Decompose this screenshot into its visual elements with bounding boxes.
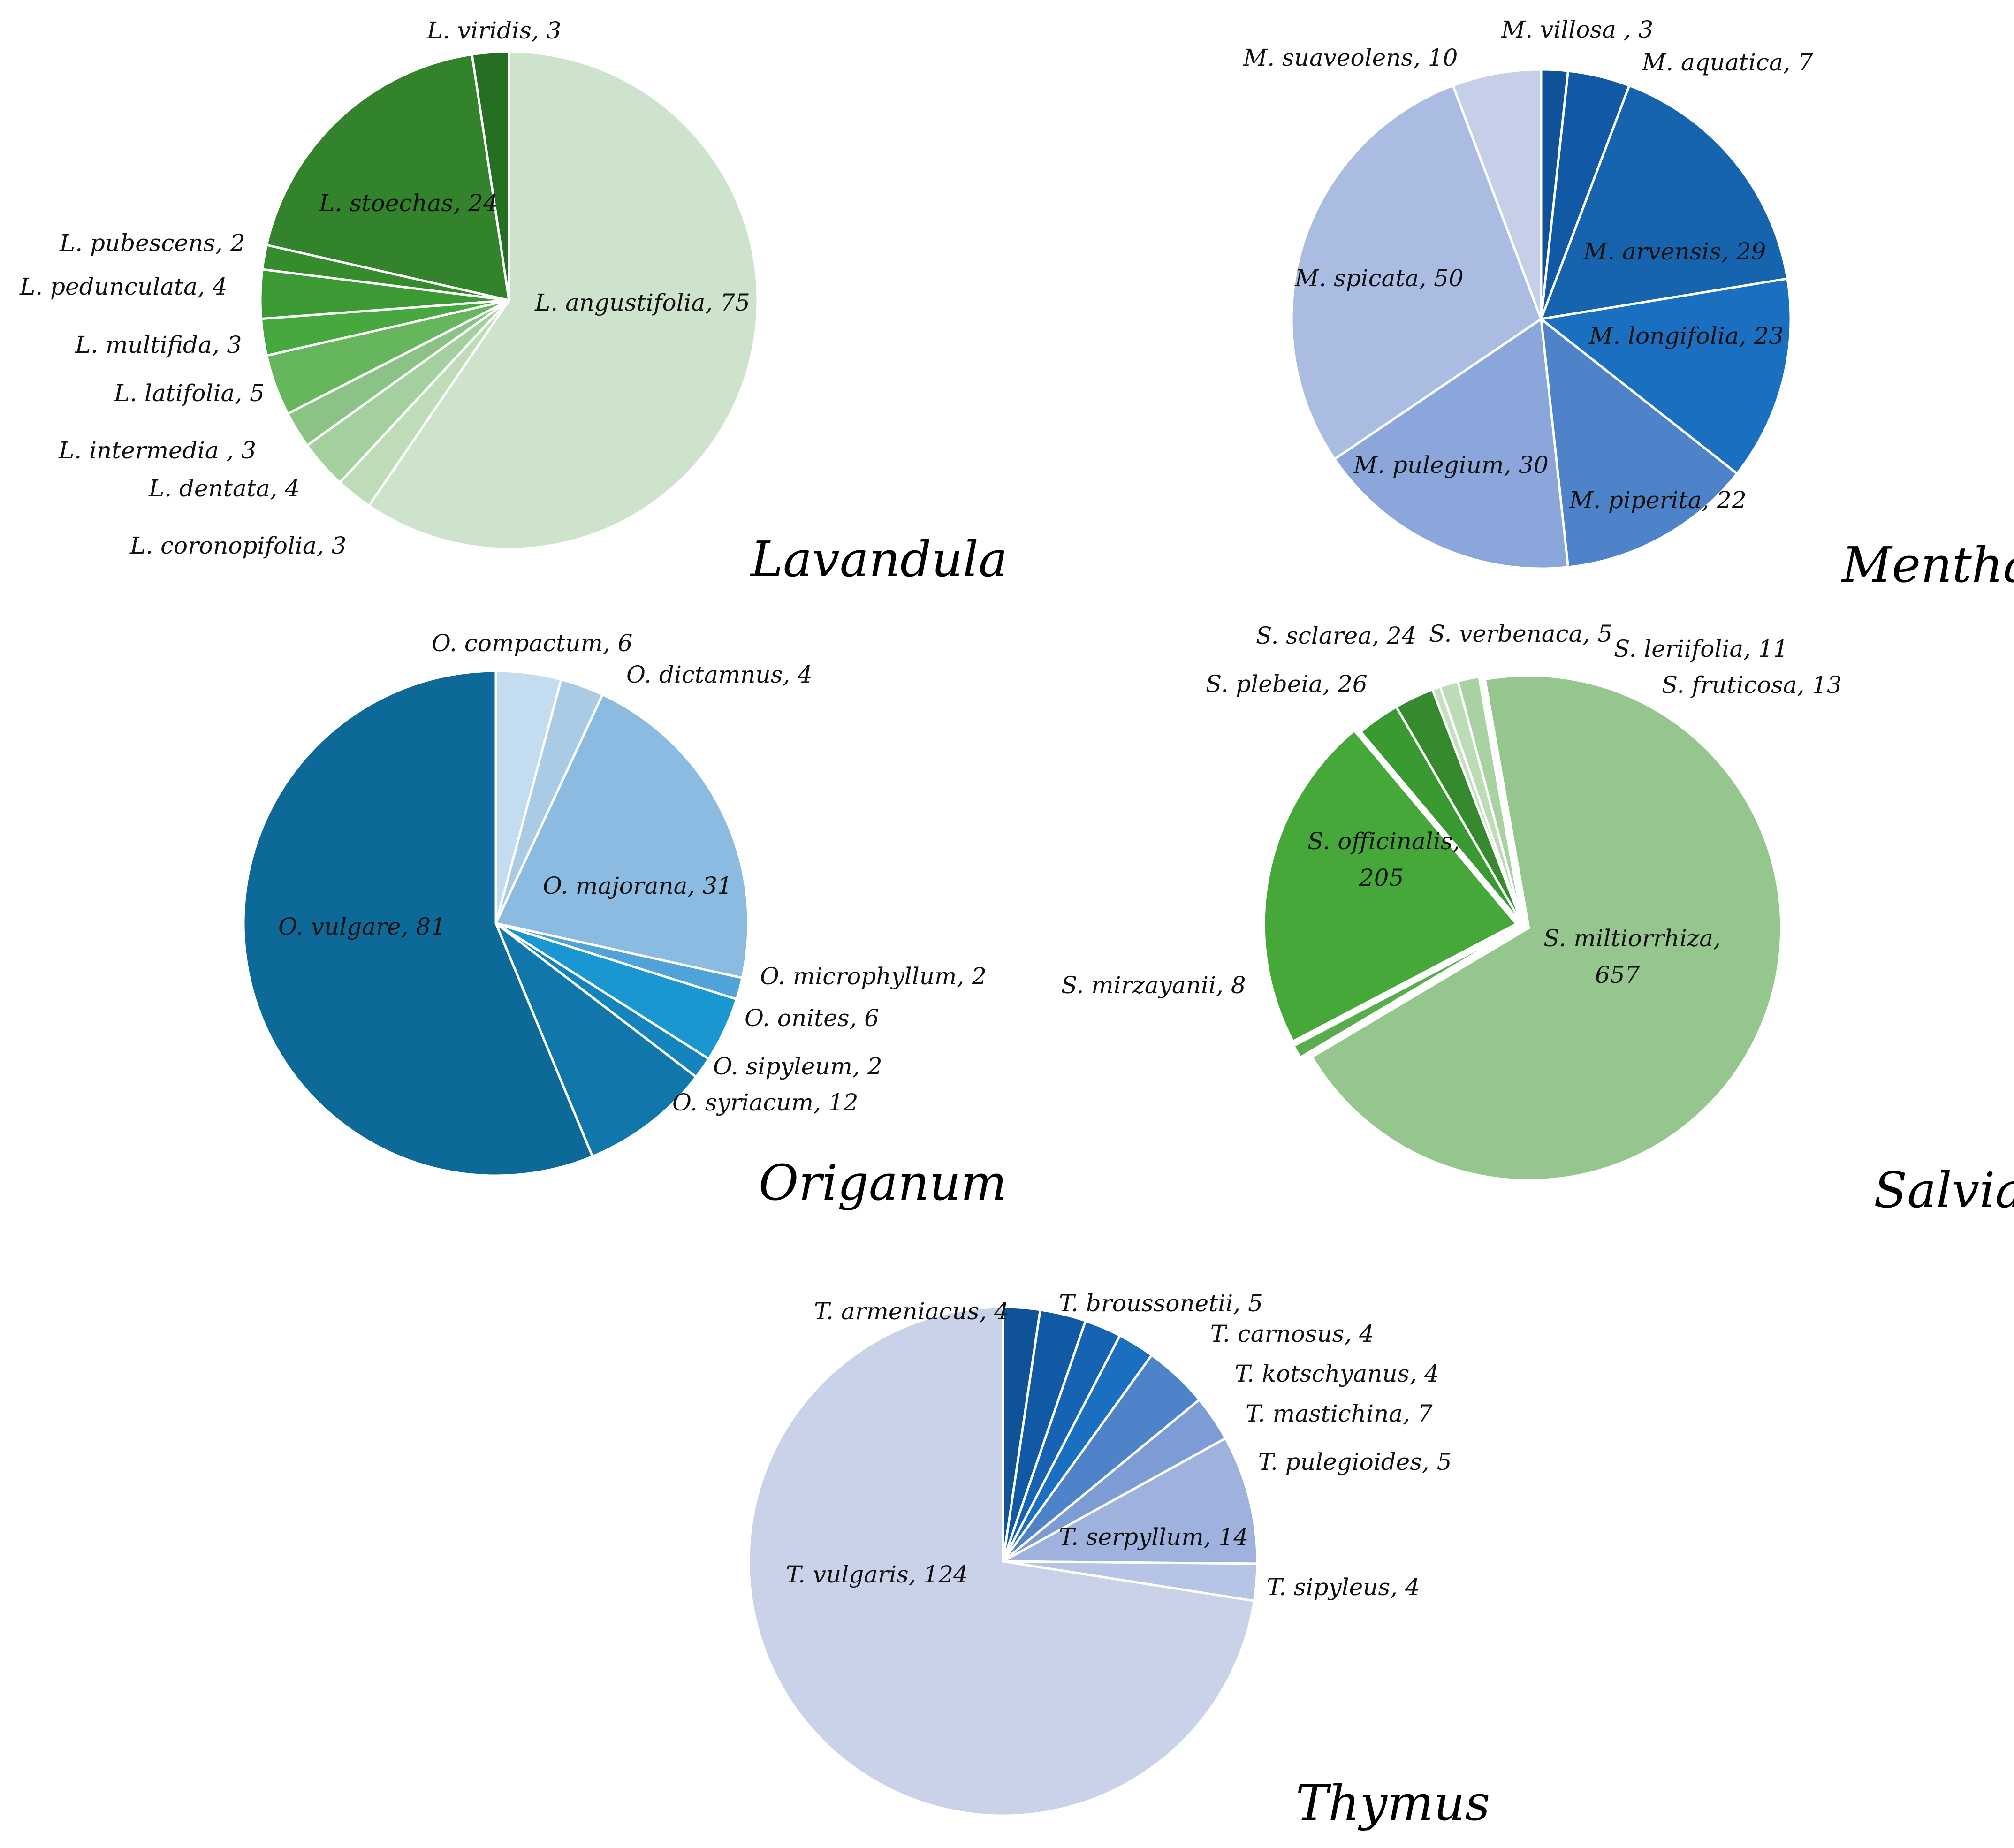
lavandula-pie: L. angustifolia, 75 L. coronopifolia, 3 L.… <box>19 17 759 559</box>
origanum-pie: O. compactum, 6 O. dictamnus, 4 O. majoran… <box>242 630 987 1177</box>
data-label-salvia-s-leriifolia: S. leriifolia, 11 <box>1614 635 1788 662</box>
thymus-pie: T. armeniacus, 4 T. broussonetii, 5 T. car… <box>747 1290 1452 1817</box>
data-label-thymus-t-carnosus: T. carnosus, 4 <box>1210 1320 1374 1347</box>
data-label-mentha-m-piperita: M. piperita, 22 <box>1569 487 1747 514</box>
data-label-thymus-t-kotschyanus: T. kotschyanus, 4 <box>1235 1360 1439 1387</box>
data-label-origanum-o-syriacum: O. syriacum, 12 <box>672 1089 858 1116</box>
chart-title-mentha: Mentha <box>1841 536 2014 593</box>
data-label-origanum-o-dictamnus: O. dictamnus, 4 <box>626 661 813 688</box>
slice-salvia-s-fruticosa <box>1456 675 1524 926</box>
data-label-thymus-t-pulegioides: T. pulegioides, 5 <box>1258 1448 1452 1475</box>
slice-origanum-o-majorana <box>494 693 750 980</box>
data-label-salvia-s-sclarea: S. sclarea, 24 <box>1256 622 1416 649</box>
data-label-mentha-m-longifolia: M. longifolia, 23 <box>1588 322 1784 350</box>
data-label-salvia-s-mirzayanii: S. mirzayanii, 8 <box>1061 972 1246 999</box>
slice-salvia-s-officinalis <box>1262 729 1519 1043</box>
slice-mentha-m-pulegium <box>1333 317 1570 570</box>
slice-origanum-o-vulgare <box>242 669 594 1177</box>
data-label-lavandula-l-pedunculata: L. pedunculata, 4 <box>19 273 228 300</box>
slice-mentha-m-spicata <box>1290 84 1543 461</box>
slice-lavandula-l-stoechas <box>265 53 511 302</box>
slice-origanum-o-syriacum <box>493 920 698 1158</box>
data-label-mentha-m-spicata: M. spicata, 50 <box>1294 265 1464 292</box>
data-label-lavandula-l-stoechas: L. stoechas, 24 <box>319 190 498 217</box>
data-label-salvia-s-miltiorrhiza: S. miltiorrhiza, 657 <box>1543 925 1721 989</box>
chart-title-thymus: Thymus <box>1296 1774 1490 1832</box>
data-label-lavandula-l-pubescens: L. pubescens, 2 <box>59 229 245 257</box>
slice-mentha-m-suaveolens <box>1451 68 1543 319</box>
salvia-pie: S. verbenaca, 5S. leriifolia, 11 S. fruti… <box>1061 620 1842 1182</box>
chart-title-salvia: Salvia <box>1874 1162 2014 1219</box>
data-label-thymus-t-armeniacus: T. armeniacus, 4 <box>814 1298 1009 1325</box>
data-label-mentha-m-suaveolens: M. suaveolens, 10 <box>1243 44 1458 71</box>
data-label-thymus-t-serpyllum: T. serpyllum, 14 <box>1059 1523 1248 1551</box>
chart-title-origanum: Origanum <box>759 1154 1007 1211</box>
data-label-lavandula-l-coronopifolia: L. coronopifolia, 3 <box>129 532 346 559</box>
data-label-origanum-o-majorana: O. majorana, 31 <box>543 872 732 899</box>
data-label-thymus-t-mastichina: T. mastichina, 7 <box>1246 1400 1433 1427</box>
slice-mentha-m-piperita <box>1539 316 1739 569</box>
data-label-thymus-t-sipyleus: T. sipyleus, 4 <box>1267 1574 1420 1601</box>
data-label-thymus-t-vulgaris: T. vulgaris, 124 <box>786 1561 968 1588</box>
slice-salvia-s-miltiorrhiza <box>1310 674 1783 1182</box>
data-label-origanum-o-vulgare: O. vulgare, 81 <box>278 913 446 940</box>
data-label-mentha-m-pulegium: M. pulegium, 30 <box>1353 451 1549 479</box>
slice-lavandula-l-viridis <box>471 50 510 301</box>
data-label-lavandula-l-dentata: L. dentata, 4 <box>148 475 300 502</box>
slice-thymus-t-vulgaris <box>747 1306 1256 1817</box>
data-label-lavandula-l-multifida: L. multifida, 3 <box>75 331 242 358</box>
data-label-thymus-t-broussonetii: T. broussonetii, 5 <box>1059 1290 1263 1317</box>
data-label-origanum-o-onites: O. onites, 6 <box>745 1004 879 1032</box>
data-label-mentha-m-villosa: M. villosa , 3 <box>1501 16 1653 43</box>
slice-mentha-m-arvensis <box>1539 84 1789 321</box>
slice-mentha-m-longifolia <box>1538 277 1792 476</box>
data-label-origanum-o-compactum: O. compactum, 6 <box>432 630 633 657</box>
data-label-lavandula-l-angustifolia: L. angustifolia, 75 <box>534 289 750 316</box>
data-label-salvia-s-fruticosa: S. fruticosa, 13 <box>1662 671 1842 699</box>
data-label-lavandula-l-viridis: L. viridis, 3 <box>426 17 561 44</box>
data-label-origanum-o-microphyllum: O. microphyllum, 2 <box>760 963 987 990</box>
mentha-pie: M. villosa , 3 M. aquatica, 7 M. arvensis,… <box>1243 16 1813 570</box>
data-label-lavandula-l-latifolia: L. latifolia, 5 <box>114 380 265 407</box>
data-label-origanum-o-sipyleum: O. sipyleum, 2 <box>713 1053 882 1080</box>
chart-title-lavandula: Lavandula <box>750 531 1008 588</box>
data-label-mentha-m-arvensis: M. arvensis, 29 <box>1583 238 1766 265</box>
slice-lavandula-l-angustifolia <box>367 50 759 550</box>
data-label-lavandula-l-intermedia: L. intermedia , 3 <box>58 437 256 464</box>
slice-thymus-t-serpyllum <box>998 1437 1259 1565</box>
data-label-salvia-s-officinalis: S. officinalis, 205 <box>1307 828 1460 891</box>
data-label-salvia-s-plebeia: S. plebeia, 26 <box>1206 670 1368 698</box>
slice-salvia-s-mirzayanii <box>1292 927 1518 1059</box>
data-label-salvia-s-verbenaca: S. verbenaca, 5 <box>1429 620 1612 647</box>
data-label-mentha-m-aquatica: M. aquatica, 7 <box>1642 49 1813 76</box>
slice-salvia-s-sclarea <box>1394 688 1524 926</box>
